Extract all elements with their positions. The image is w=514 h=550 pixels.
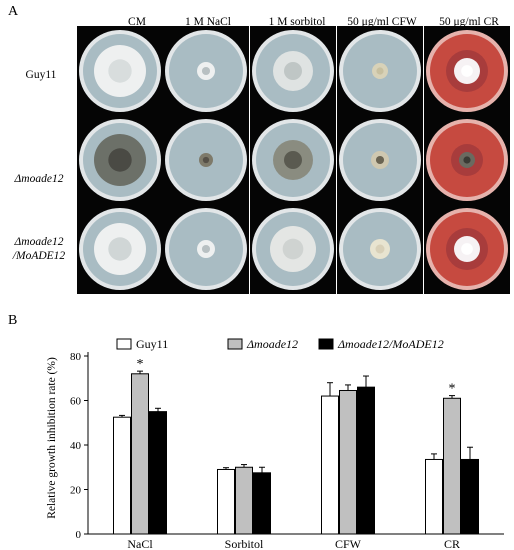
- y-tick-label: 20: [70, 485, 82, 497]
- plate-photo: [250, 115, 336, 205]
- colony-center: [375, 155, 385, 165]
- legend-swatch: [116, 338, 132, 350]
- colony-center: [201, 66, 211, 76]
- plate-photo: [77, 204, 163, 294]
- bar: [235, 466, 253, 535]
- plate-photo: [163, 26, 249, 116]
- colony-center: [202, 156, 210, 164]
- legend-label: Δmoade12/MoADE12: [337, 337, 444, 351]
- colony-center: [376, 67, 384, 75]
- plate-photo: [77, 115, 163, 205]
- bar: [217, 468, 235, 535]
- plate-photo: [77, 26, 163, 116]
- plate-photo: [250, 26, 336, 116]
- panel-a-letter: A: [8, 4, 19, 19]
- plate-photo: [424, 204, 510, 294]
- colony-center: [108, 59, 132, 83]
- column-label-cr: 50 μg/ml CR: [439, 16, 499, 28]
- legend-swatch: [318, 338, 334, 350]
- y-axis-label: Relative growth inhibition rate (%): [46, 357, 58, 519]
- row-label-complemented-line1: Δmoade12: [14, 236, 64, 248]
- column-label-cfw: 50 μg/ml CFW: [347, 16, 417, 28]
- row-label-complemented: Δmoade12 /MoADE12: [2, 235, 76, 263]
- colony-center: [282, 238, 304, 260]
- row-label-guy11: Guy11: [25, 69, 57, 81]
- column-label-nacl: 1 M NaCl: [185, 16, 231, 28]
- bar: [321, 395, 339, 535]
- row-label-complemented-line2: /MoADE12: [12, 250, 66, 262]
- colony-center: [463, 156, 471, 164]
- legend-label: Δmoade12: [246, 337, 298, 351]
- plot-area: 0 20 40 60 80 * NaCl Sorbitol CFW * CR: [70, 351, 504, 550]
- y-tick-label: 60: [70, 396, 82, 408]
- legend-label: Guy11: [136, 337, 168, 351]
- bar: [339, 389, 357, 535]
- legend-swatch: [227, 338, 243, 350]
- x-tick-label: CR: [444, 537, 460, 550]
- bar: [425, 458, 443, 535]
- colony-center: [375, 244, 385, 254]
- y-tick-label: 80: [70, 351, 82, 363]
- colony-center: [201, 244, 211, 254]
- bar: [461, 458, 479, 535]
- legend: Guy11 Δmoade12 Δmoade12/MoADE12: [116, 337, 444, 351]
- colony-center: [108, 237, 132, 261]
- x-tick-label: Sorbitol: [225, 537, 264, 550]
- plate-photo: [163, 115, 249, 205]
- plate-photo: [424, 115, 510, 205]
- colony-center: [284, 62, 302, 80]
- bar: [357, 386, 375, 535]
- plate-photo: [337, 115, 423, 205]
- bar: [131, 373, 149, 535]
- colony-center: [461, 65, 473, 77]
- colony-center: [461, 243, 473, 255]
- x-tick-label: CFW: [335, 537, 362, 550]
- plate-photo: [337, 26, 423, 116]
- bar: [443, 397, 461, 535]
- colony-center: [284, 151, 302, 169]
- y-tick-label: 40: [70, 440, 82, 452]
- panel-b-letter: B: [8, 313, 17, 328]
- row-label-moade12: Δmoade12: [14, 173, 64, 185]
- column-label-cm: CM: [128, 16, 146, 28]
- significance-mark: *: [137, 357, 144, 372]
- plate-photo: [424, 26, 510, 116]
- y-tick-label: 0: [76, 529, 82, 541]
- colony-center: [108, 148, 132, 172]
- bar: [149, 411, 167, 535]
- bar: [253, 472, 271, 535]
- plate-photo: [250, 204, 336, 294]
- column-label-sorbitol: 1 M sorbitol: [268, 16, 326, 28]
- plate-photo: [163, 204, 249, 294]
- plate-photo: [337, 204, 423, 294]
- x-tick-label: NaCl: [127, 537, 153, 550]
- bar: [113, 416, 131, 535]
- significance-mark: *: [449, 382, 456, 397]
